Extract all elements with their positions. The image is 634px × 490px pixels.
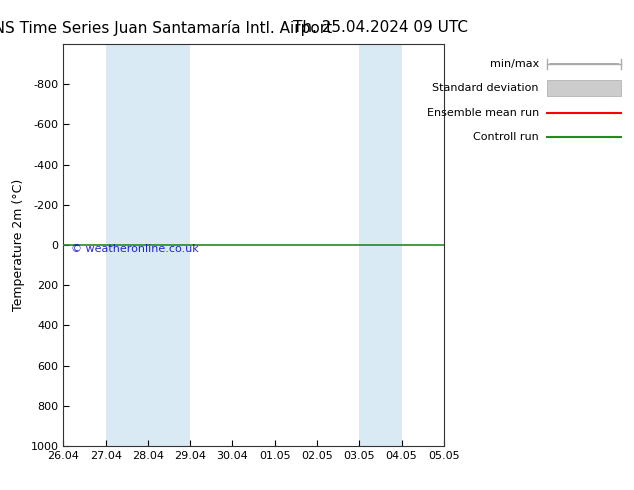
Text: © weatheronline.co.uk: © weatheronline.co.uk: [71, 244, 198, 254]
Text: ENS Time Series Juan Santamaría Intl. Airport: ENS Time Series Juan Santamaría Intl. Ai…: [0, 20, 333, 36]
Text: Standard deviation: Standard deviation: [432, 83, 539, 93]
Text: min/max: min/max: [489, 59, 539, 69]
Text: Th. 25.04.2024 09 UTC: Th. 25.04.2024 09 UTC: [293, 20, 468, 35]
Bar: [359, 44, 401, 446]
Text: Ensemble mean run: Ensemble mean run: [427, 108, 539, 118]
Y-axis label: Temperature 2m (°C): Temperature 2m (°C): [12, 179, 25, 311]
Text: Controll run: Controll run: [473, 132, 539, 142]
Bar: [444, 44, 486, 446]
Bar: [106, 44, 190, 446]
